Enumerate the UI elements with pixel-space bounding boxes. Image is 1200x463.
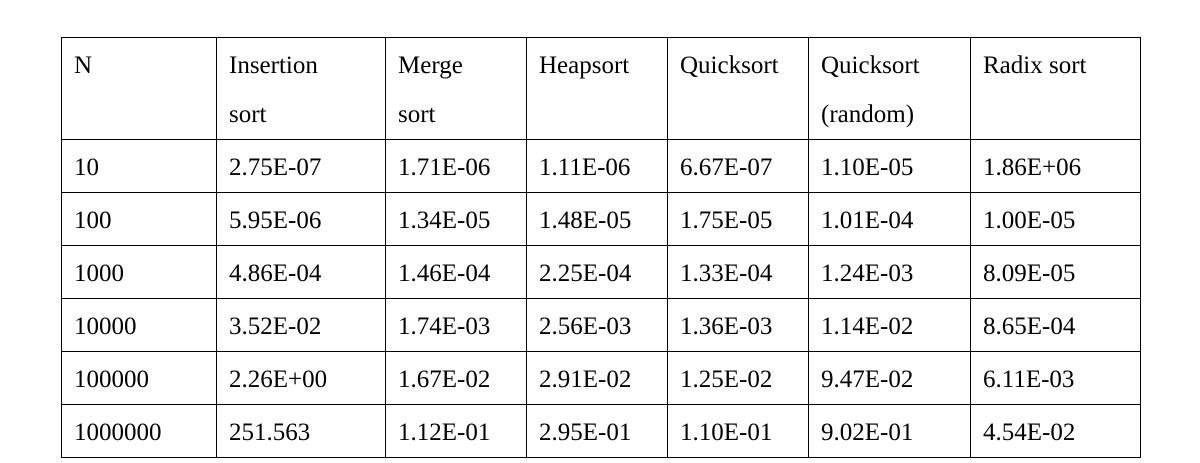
cell-merge-sort: 1.46E-04 [385, 245, 527, 299]
table-row: 100 5.95E-06 1.34E-05 1.48E-05 1.75E-05 … [61, 192, 1141, 246]
header-quicksort: Quicksort [667, 37, 809, 140]
table-header-row: N Insertion sort Merge sort Heapsort Quick… [61, 37, 1141, 140]
cell-quicksort-random: 1.10E-05 [808, 139, 971, 193]
cell-quicksort: 1.75E-05 [667, 192, 809, 246]
cell-heapsort: 2.25E-04 [526, 245, 668, 299]
cell-radix-sort: 1.00E-05 [970, 192, 1141, 246]
cell-quicksort: 1.33E-04 [667, 245, 809, 299]
cell-quicksort-random: 9.47E-02 [808, 351, 971, 405]
cell-n: 100000 [61, 351, 217, 405]
cell-radix-sort: 4.54E-02 [970, 404, 1141, 458]
cell-heapsort: 2.95E-01 [526, 404, 668, 458]
cell-quicksort: 6.67E-07 [667, 139, 809, 193]
header-heapsort: Heapsort [526, 37, 668, 140]
table-row: 10 2.75E-07 1.71E-06 1.11E-06 6.67E-07 1… [61, 139, 1141, 193]
header-radix-sort: Radix sort [970, 37, 1141, 140]
cell-radix-sort: 1.86E+06 [970, 139, 1141, 193]
table-row: 100000 2.26E+00 1.67E-02 2.91E-02 1.25E-… [61, 351, 1141, 405]
cell-quicksort-random: 9.02E-01 [808, 404, 971, 458]
cell-insertion-sort: 4.86E-04 [216, 245, 386, 299]
cell-quicksort: 1.36E-03 [667, 298, 809, 352]
table-row: 1000 4.86E-04 1.46E-04 2.25E-04 1.33E-04… [61, 245, 1141, 299]
sorting-times-table: N Insertion sort Merge sort Heapsort Quick… [61, 37, 1141, 458]
cell-radix-sort: 8.65E-04 [970, 298, 1141, 352]
cell-heapsort: 1.11E-06 [526, 139, 668, 193]
cell-insertion-sort: 5.95E-06 [216, 192, 386, 246]
cell-heapsort: 2.91E-02 [526, 351, 668, 405]
table-row: 10000 3.52E-02 1.74E-03 2.56E-03 1.36E-0… [61, 298, 1141, 352]
cell-heapsort: 2.56E-03 [526, 298, 668, 352]
cell-radix-sort: 6.11E-03 [970, 351, 1141, 405]
cell-insertion-sort: 3.52E-02 [216, 298, 386, 352]
cell-quicksort-random: 1.24E-03 [808, 245, 971, 299]
cell-merge-sort: 1.67E-02 [385, 351, 527, 405]
cell-merge-sort: 1.12E-01 [385, 404, 527, 458]
header-quicksort-random: Quicksort (random) [808, 37, 971, 140]
cell-merge-sort: 1.71E-06 [385, 139, 527, 193]
cell-merge-sort: 1.34E-05 [385, 192, 527, 246]
table-row: 1000000 251.563 1.12E-01 2.95E-01 1.10E-… [61, 404, 1141, 458]
cell-quicksort: 1.10E-01 [667, 404, 809, 458]
header-n: N [61, 37, 217, 140]
cell-n: 10000 [61, 298, 217, 352]
cell-insertion-sort: 2.75E-07 [216, 139, 386, 193]
cell-insertion-sort: 251.563 [216, 404, 386, 458]
cell-quicksort-random: 1.01E-04 [808, 192, 971, 246]
cell-n: 10 [61, 139, 217, 193]
cell-quicksort-random: 1.14E-02 [808, 298, 971, 352]
header-insertion-sort: Insertion sort [216, 37, 386, 140]
cell-n: 1000 [61, 245, 217, 299]
cell-insertion-sort: 2.26E+00 [216, 351, 386, 405]
cell-radix-sort: 8.09E-05 [970, 245, 1141, 299]
cell-n: 1000000 [61, 404, 217, 458]
cell-heapsort: 1.48E-05 [526, 192, 668, 246]
cell-merge-sort: 1.74E-03 [385, 298, 527, 352]
cell-n: 100 [61, 192, 217, 246]
cell-quicksort: 1.25E-02 [667, 351, 809, 405]
header-merge-sort: Merge sort [385, 37, 527, 140]
